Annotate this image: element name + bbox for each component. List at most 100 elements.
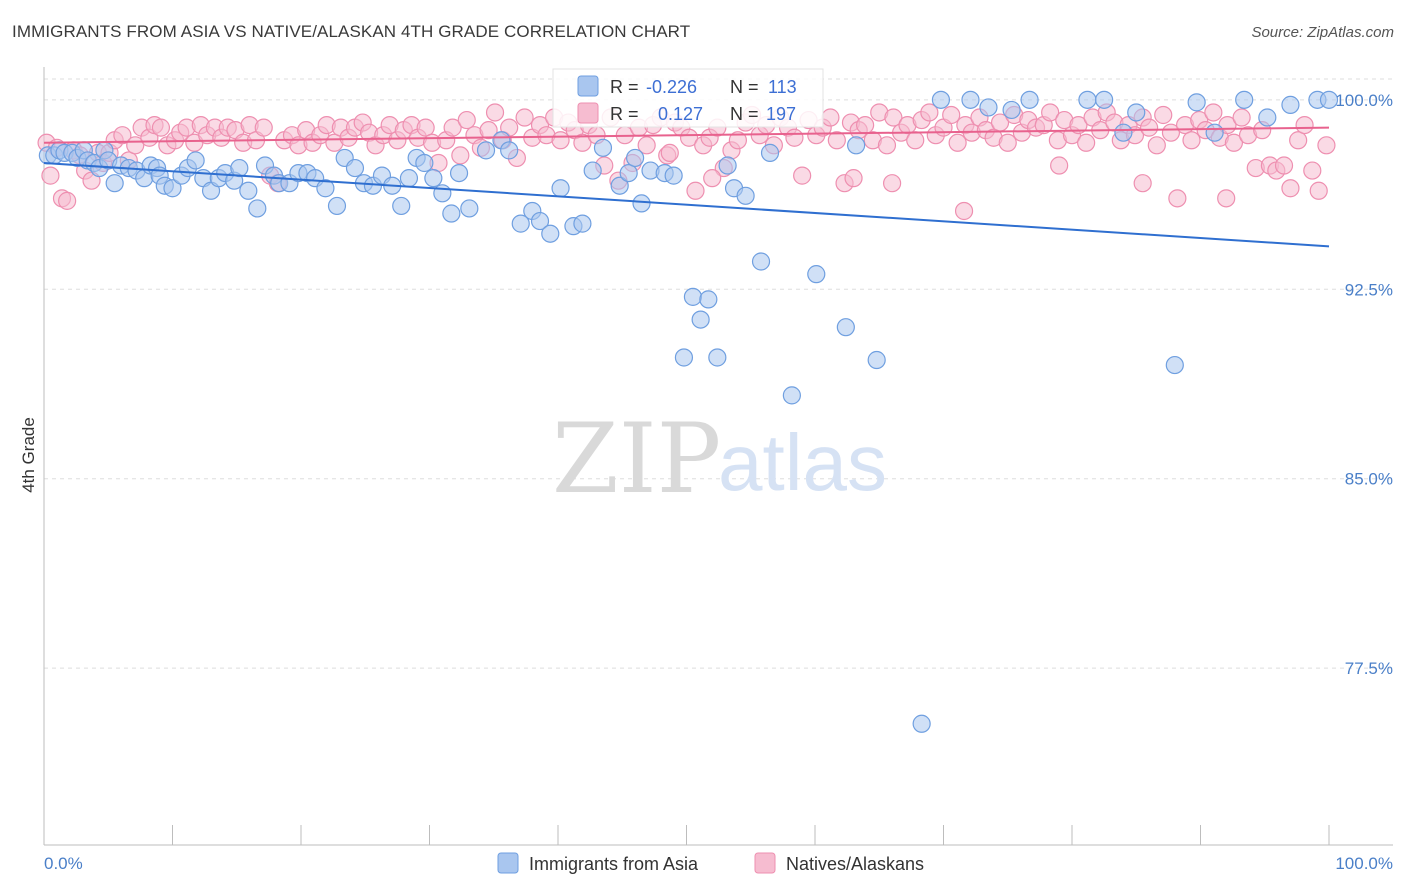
asia-point: [511, 214, 530, 233]
natives-point: [485, 103, 505, 122]
natives-point: [1274, 156, 1294, 175]
natives-point: [1154, 105, 1173, 125]
asia-point: [1095, 90, 1114, 109]
asia-point: [541, 224, 560, 243]
asia-point: [230, 158, 249, 178]
natives-point: [884, 108, 903, 127]
stats-pink-n-value: 197: [766, 104, 796, 124]
natives-point: [1147, 136, 1166, 155]
natives-point: [573, 133, 592, 152]
asia-point: [593, 138, 613, 157]
y-tick-labels: 100.0% 92.5% 85.0% 77.5%: [1335, 91, 1393, 678]
asia-point: [807, 265, 826, 284]
natives-point: [1309, 181, 1328, 200]
asia-point: [551, 179, 570, 198]
asia-point: [1114, 123, 1133, 142]
stats-blue-r-value: -0.226: [646, 77, 697, 97]
chart-title: IMMIGRANTS FROM ASIA VS NATIVE/ALASKAN 4…: [12, 22, 691, 41]
natives-point: [41, 166, 60, 185]
natives-point: [254, 118, 273, 137]
asia-point: [1187, 93, 1206, 112]
natives-point: [793, 166, 812, 185]
natives-point: [821, 108, 840, 127]
natives-point: [660, 143, 679, 162]
x-tick-label-max: 100.0%: [1335, 854, 1393, 873]
asia-point: [836, 318, 855, 337]
asia-point: [1020, 90, 1039, 109]
natives-point: [1133, 174, 1152, 193]
asia-point: [1165, 355, 1184, 375]
natives-point: [844, 169, 863, 188]
asia-point: [530, 211, 550, 231]
asia-point: [619, 163, 638, 183]
natives-point: [1050, 156, 1069, 175]
natives-point: [58, 191, 77, 210]
watermark-zip: ZIP: [552, 403, 721, 515]
asia-point: [163, 179, 182, 198]
axes: [43, 67, 1393, 846]
asia-point: [979, 98, 998, 117]
asia-point: [760, 143, 780, 162]
natives-point: [551, 131, 570, 150]
watermark: ZIP atlas: [552, 403, 887, 515]
natives-point: [1224, 133, 1244, 152]
stats-blue-n-label: N =: [730, 77, 759, 97]
natives-point: [1161, 123, 1181, 142]
asia-point: [1002, 100, 1021, 120]
source-label: Source: ZipAtlas.com: [1251, 24, 1394, 41]
y-tick-label: 77.5%: [1345, 659, 1393, 678]
natives-point: [457, 110, 476, 130]
stats-pink-swatch: [577, 102, 599, 124]
y-tick-label: 92.5%: [1345, 280, 1393, 299]
asia-point: [345, 158, 365, 178]
stats-pink-n-label: N =: [730, 104, 759, 124]
asia-point: [1235, 90, 1254, 109]
y-tick-label: 100.0%: [1335, 91, 1393, 110]
natives-point: [1204, 103, 1223, 122]
asia-point: [847, 136, 866, 155]
asia-point: [583, 161, 602, 180]
asia-point: [424, 169, 443, 188]
asia-point: [399, 169, 419, 188]
asia-point: [1319, 90, 1339, 109]
natives-point: [416, 118, 435, 137]
asia-point: [718, 156, 737, 175]
x-tick-labels: 0.0% 100.0%: [44, 854, 1393, 873]
asia-point: [625, 148, 645, 168]
natives-point: [151, 118, 171, 137]
asia-point: [460, 199, 479, 218]
natives-point: [906, 131, 925, 150]
natives-point: [1281, 179, 1300, 198]
natives-point: [998, 133, 1017, 152]
y-tick-label: 85.0%: [1345, 470, 1393, 489]
natives-point: [1041, 103, 1060, 122]
legend-label-natives: Natives/Alaskans: [786, 854, 924, 874]
stats-blue-n-value: 113: [768, 77, 797, 97]
natives-point: [1139, 118, 1159, 137]
asia-trend-line: [43, 161, 1330, 248]
asia-point: [105, 174, 124, 193]
natives-point: [479, 121, 498, 140]
natives-point: [728, 131, 748, 150]
asia-point: [1258, 108, 1277, 127]
natives-point: [1217, 189, 1236, 208]
natives-point: [882, 174, 902, 193]
asia-point: [1078, 90, 1097, 109]
stats-pink-r-label: R =: [610, 104, 639, 124]
legend: Immigrants from Asia Natives/Alaskans: [497, 852, 924, 874]
natives-point: [785, 128, 804, 147]
natives-point: [1069, 115, 1088, 135]
natives-point: [686, 181, 705, 200]
natives-point: [948, 133, 967, 152]
asia-point: [392, 196, 411, 216]
asia-point: [476, 141, 496, 160]
watermark-atlas: atlas: [718, 418, 887, 507]
natives-point: [1168, 189, 1187, 208]
asia-point: [1205, 123, 1224, 142]
asia-point: [610, 176, 629, 195]
natives-point: [1232, 108, 1251, 127]
x-tick-label-min: 0.0%: [44, 854, 83, 873]
natives-point: [1317, 136, 1336, 155]
asia-point: [1281, 95, 1300, 114]
natives-point: [942, 105, 961, 125]
